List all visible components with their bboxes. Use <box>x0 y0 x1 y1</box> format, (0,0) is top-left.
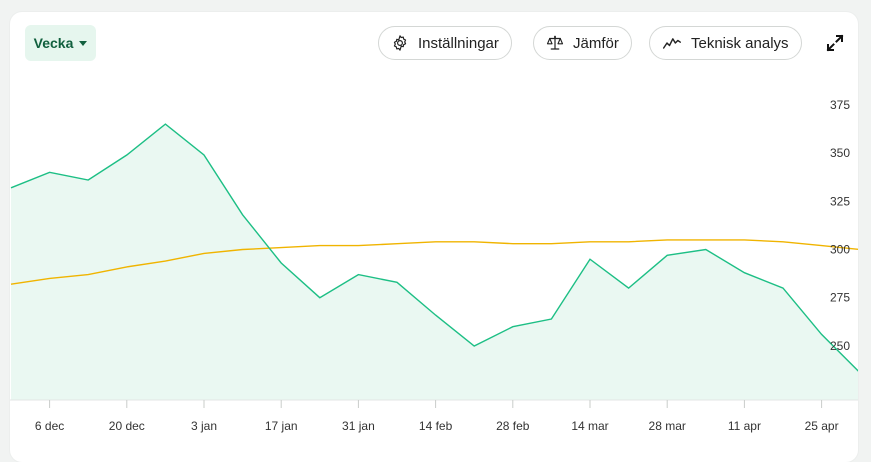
y-tick-label: 300 <box>830 243 850 257</box>
price-line <box>10 123 858 372</box>
caret-down-icon <box>79 41 88 46</box>
x-tick-label: 28 feb <box>496 419 530 433</box>
compare-label: Jämför <box>573 34 619 52</box>
y-tick-label: 275 <box>830 291 850 305</box>
balance-scale-icon <box>546 35 564 50</box>
x-tick-label: 14 feb <box>419 419 453 433</box>
settings-button[interactable]: Inställningar <box>378 26 512 60</box>
x-tick-label: 31 jan <box>342 419 375 433</box>
y-tick-label: 350 <box>830 146 850 160</box>
chart-line-icon <box>662 38 682 49</box>
technical-analysis-label: Teknisk analys <box>691 34 789 52</box>
price-chart[interactable]: 250 275 300 325 350 375 6 dec 20 dec 3 jan 17 jan… <box>10 12 858 462</box>
x-tick-label: 14 mar <box>571 419 608 433</box>
x-tick-label: 3 jan <box>191 419 217 433</box>
x-tick-label: 28 mar <box>649 419 686 433</box>
period-dropdown[interactable]: Vecka <box>25 25 96 61</box>
technical-analysis-button[interactable]: Teknisk analys <box>649 26 802 60</box>
x-tick-label: 17 jan <box>265 419 298 433</box>
x-tick-label: 6 dec <box>35 419 64 433</box>
y-tick-label: 325 <box>830 194 850 208</box>
x-tick-label: 20 dec <box>109 419 145 433</box>
x-tick-label: 11 apr <box>728 419 761 433</box>
y-tick-label: 250 <box>830 339 850 353</box>
settings-label: Inställningar <box>418 34 499 52</box>
period-label: Vecka <box>33 35 74 51</box>
y-tick-label: 375 <box>830 98 850 112</box>
chart-card: 250 275 300 325 350 375 6 dec 20 dec 3 jan 17 jan… <box>10 12 858 462</box>
moving-average-line <box>10 239 858 285</box>
price-area-fill <box>11 124 858 400</box>
gear-icon <box>393 35 407 51</box>
compare-button[interactable]: Jämför <box>533 26 632 60</box>
expand-button[interactable] <box>824 32 846 54</box>
x-tick-label: 25 apr <box>805 419 839 433</box>
expand-icon <box>826 34 844 52</box>
